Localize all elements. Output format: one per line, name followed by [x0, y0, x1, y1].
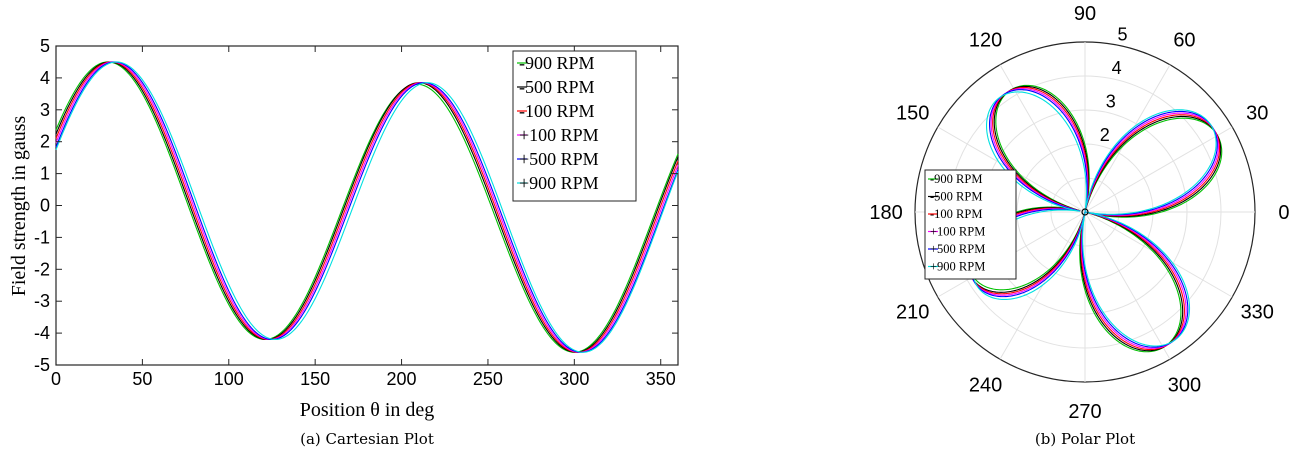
cartesian-y-tick-label: 2: [40, 132, 50, 152]
cartesian-legend-label: +900 RPM: [519, 173, 599, 193]
cartesian-y-tick-label: 0: [40, 196, 50, 216]
polar-grid-spoke: [1084, 211, 1233, 298]
polar-grid-spoke: [1084, 126, 1233, 213]
polar-ticks: 0 30 60 90 120 150 180 210 240 270 300 330 2 3 4 5: [869, 3, 1289, 423]
polar-angle-tick-label: 210: [896, 301, 929, 323]
polar-legend-label: +900 RPM: [930, 260, 985, 274]
cartesian-x-axis-label: Position θ in deg: [300, 399, 435, 421]
cartesian-y-tick-label: 3: [40, 100, 50, 120]
polar-legend-label: -900 RPM: [930, 172, 982, 186]
polar-legend-box: [924, 169, 1017, 280]
polar-angle-tick-label: 180: [869, 202, 902, 224]
polar-grid-spoke: [1084, 211, 1171, 360]
cartesian-x-tick-label: 250: [473, 369, 503, 389]
polar-origin-marker: [1081, 208, 1089, 216]
cartesian-y-tick-label: -4: [34, 323, 50, 343]
polar-legend-label: +500 RPM: [930, 242, 985, 256]
polar-angle-tick-label: 30: [1246, 103, 1268, 125]
cartesian-series-group: [55, 61, 679, 353]
cartesian-y-tick-label: 1: [40, 164, 50, 184]
polar-angle-tick-label: 150: [896, 103, 929, 125]
cartesian-legend-box: [512, 50, 637, 202]
polar-legend-label: -100 RPM: [930, 207, 982, 221]
cartesian-y-tick-label: -3: [34, 291, 50, 311]
cartesian-y-axis-label: Field strength in gauss: [8, 116, 30, 297]
cartesian-x-tick-label: 200: [387, 369, 417, 389]
polar-series-line-4: [969, 87, 1219, 349]
polar-radial-tick-label: 3: [1106, 92, 1116, 112]
polar-legend-label: +100 RPM: [930, 225, 985, 239]
cartesian-y-tick-label: 4: [40, 68, 50, 88]
polar-radial-tick-label: 2: [1100, 125, 1110, 145]
cartesian-x-tick-label: 150: [300, 369, 330, 389]
cartesian-chart: 0 50 100 150 200 250 300 350 5 4 3 2 1 0 -1 -2 -3 -4 -5 -9…: [8, 36, 679, 448]
cartesian-legend-label: -100 RPM: [519, 101, 595, 121]
cartesian-series-line-6: [55, 61, 679, 353]
polar-legend-label: -500 RPM: [930, 190, 982, 204]
cartesian-y-tick-label: -5: [34, 355, 50, 375]
polar-legend: -900 RPM -500 RPM -100 RPM +100 RPM +500 RPM…: [924, 169, 1017, 280]
cartesian-x-tick-label: 350: [646, 369, 676, 389]
polar-radial-tick-label: 5: [1118, 25, 1128, 45]
polar-angle-tick-label: 300: [1168, 374, 1201, 396]
cartesian-legend-label: +100 RPM: [519, 125, 599, 145]
cartesian-series-line-5: [55, 61, 679, 353]
cartesian-y-tick-label: -1: [34, 227, 50, 247]
cartesian-legend-label: -900 RPM: [519, 53, 595, 73]
cartesian-x-tick-label: 50: [132, 369, 152, 389]
cartesian-ticks: 0 50 100 150 200 250 300 350 5 4 3 2 1 0 -1 -2 -3 -4 -5: [34, 36, 678, 389]
cartesian-y-tick-label: 5: [40, 36, 50, 56]
polar-angle-tick-label: 90: [1074, 3, 1096, 25]
polar-angle-tick-label: 120: [969, 30, 1002, 52]
cartesian-y-tick-label: -2: [34, 259, 50, 279]
cartesian-legend: -900 RPM -500 RPM -100 RPM +100 RPM +500 RPM…: [512, 50, 637, 202]
polar-angle-tick-label: 240: [969, 374, 1002, 396]
cartesian-legend-label: -500 RPM: [519, 77, 595, 97]
cartesian-x-tick-label: 0: [51, 369, 61, 389]
polar-caption: (b) Polar Plot: [1035, 430, 1135, 448]
polar-angle-tick-label: 270: [1068, 401, 1101, 423]
polar-radial-tick-label: 4: [1112, 58, 1122, 78]
polar-angle-tick-label: 60: [1173, 30, 1195, 52]
cartesian-x-tick-label: 100: [214, 369, 244, 389]
polar-series-group: [967, 84, 1223, 353]
polar-series-line-5: [970, 89, 1218, 348]
polar-angle-tick-label: 0: [1278, 202, 1289, 224]
cartesian-caption: (a) Cartesian Plot: [300, 430, 434, 448]
polar-angle-tick-label: 330: [1241, 301, 1274, 323]
polar-chart: 0 30 60 90 120 150 180 210 240 270 300 330 2 3 4 5 -900…: [869, 3, 1289, 448]
cartesian-x-tick-label: 300: [559, 369, 589, 389]
cartesian-legend-label: +500 RPM: [519, 149, 599, 169]
polar-series-line-6: [972, 91, 1217, 347]
